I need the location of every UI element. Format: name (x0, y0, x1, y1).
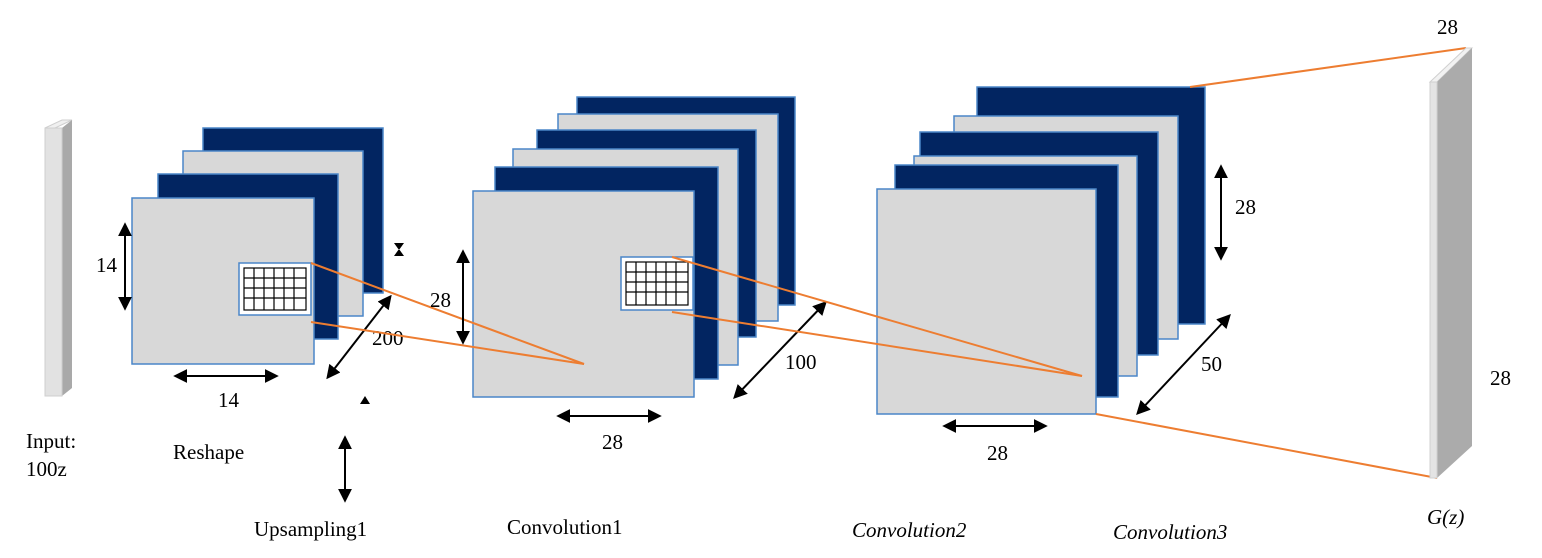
input-label-line2: 100z (26, 457, 67, 481)
reshape-width-label: 14 (218, 388, 240, 412)
reshape-label: Reshape (173, 440, 244, 464)
output-label: G(z) (1427, 505, 1464, 529)
arrowhead-icon (360, 396, 370, 404)
output-right-label: 28 (1490, 366, 1511, 390)
conv3-height-label: 28 (1235, 195, 1256, 219)
connector-line (671, 256, 1083, 377)
conv1-kernel (620, 256, 694, 311)
collapsed-arrow-icon (394, 243, 404, 256)
conv3-depth-label: 50 (1201, 352, 1222, 376)
conv2-map-1 (876, 188, 1097, 415)
reshape-kernel (238, 262, 312, 316)
upsampling-label: Upsampling1 (254, 517, 367, 541)
conv1-depth-label: 100 (785, 350, 817, 374)
upsampling-depth-arrow (326, 294, 392, 380)
input-label-line1: Input: (26, 429, 76, 453)
conv2-width-label: 28 (987, 441, 1008, 465)
connector-line (1189, 47, 1467, 88)
conv2-label: Convolution2 (852, 518, 967, 542)
connector-line (671, 311, 1083, 377)
reshape-stack (131, 127, 384, 365)
conv1-depth-arrow (733, 300, 827, 400)
conv3-label: Convolution3 (1113, 520, 1227, 544)
upsampling-depth-label: 200 (372, 326, 404, 350)
input-bar (44, 119, 73, 397)
conv1-height-label: 28 (430, 288, 451, 312)
conv1-label: Convolution1 (507, 515, 623, 539)
output-slab (1428, 47, 1474, 479)
conv3-depth-arrow (1136, 313, 1231, 416)
conv1-width-label: 28 (602, 430, 623, 454)
connector-line (310, 262, 585, 365)
reshape-height-label: 14 (96, 253, 118, 277)
conv1-stack (472, 96, 796, 398)
connector-line (310, 321, 585, 365)
connector-line (1095, 413, 1438, 479)
output-top-label: 28 (1437, 15, 1458, 39)
conv2-stack (876, 86, 1206, 415)
